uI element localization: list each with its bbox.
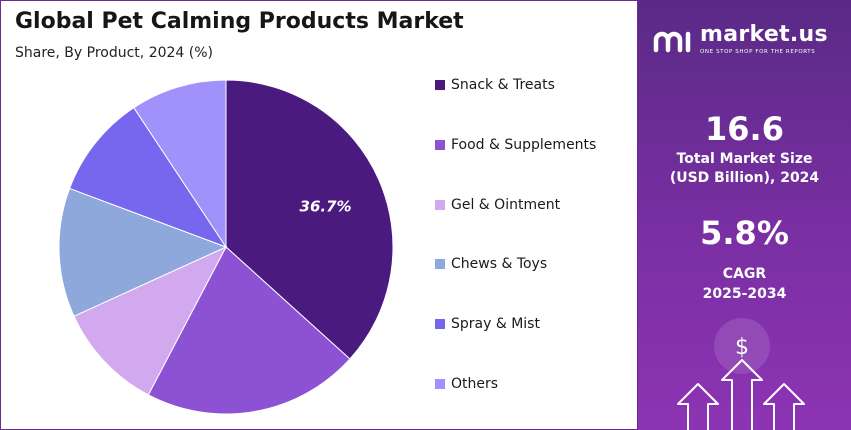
legend-item: Chews & Toys bbox=[435, 254, 547, 274]
legend-item: Gel & Ointment bbox=[435, 195, 560, 215]
dollar-icon: $ bbox=[735, 335, 749, 360]
pie-slice-chews-toys bbox=[58, 187, 228, 317]
brand-logo: market.us ONE STOP SHOP FOR THE REPORTS bbox=[652, 24, 828, 55]
brand-name: market.us bbox=[700, 22, 828, 47]
growth-arrow-icon bbox=[677, 359, 805, 430]
pie-chart: 36.7% bbox=[58, 79, 394, 415]
market-us-logo-icon bbox=[653, 31, 691, 52]
legend-label: Food & Supplements bbox=[451, 136, 597, 153]
summary-panel: market.us ONE STOP SHOP FOR THE REPORTS … bbox=[638, 0, 851, 430]
market-size-label-line1: Total Market Size bbox=[676, 151, 813, 167]
pie-slice-others bbox=[133, 79, 227, 249]
market-size-value: 16.6 bbox=[705, 110, 784, 148]
chart-title: Global Pet Calming Products Market bbox=[15, 9, 464, 34]
legend-label: Gel & Ointment bbox=[451, 196, 561, 213]
pie-slice-gel-ointment bbox=[73, 245, 228, 396]
legend-item: Snack & Treats bbox=[435, 75, 555, 95]
legend-item: Spray & Mist bbox=[435, 314, 540, 334]
pie-slice-snack-treats bbox=[225, 79, 394, 360]
pie-slice-spray-mist bbox=[68, 107, 228, 249]
market-size-label-line2: (USD Billion), 2024 bbox=[669, 170, 820, 186]
cagr-value: 5.8% bbox=[700, 214, 789, 252]
legend-item: Others bbox=[435, 374, 498, 394]
legend-label: Spray & Mist bbox=[451, 316, 540, 333]
legend-swatch bbox=[435, 259, 445, 270]
legend-swatch bbox=[435, 379, 445, 389]
legend-swatch bbox=[435, 80, 445, 90]
legend-swatch bbox=[435, 199, 445, 210]
growth-arrows-decoration: $ bbox=[677, 318, 805, 430]
legend-item: Food & Supplements bbox=[435, 135, 596, 155]
cagr-period: 2025-2034 bbox=[702, 286, 787, 302]
legend-swatch bbox=[435, 139, 445, 150]
data-label: 36.7% bbox=[300, 197, 352, 215]
chart-subtitle: Share, By Product, 2024 (%) bbox=[15, 45, 214, 61]
cagr-label: CAGR bbox=[722, 266, 767, 282]
legend-label: Chews & Toys bbox=[451, 256, 548, 273]
legend-swatch bbox=[435, 319, 445, 330]
legend-label: Others bbox=[451, 376, 499, 392]
chart-panel: Global Pet Calming Products Market Share… bbox=[0, 0, 638, 430]
pie-slice-food-supplements bbox=[147, 246, 351, 415]
brand-tagline: ONE STOP SHOP FOR THE REPORTS bbox=[700, 49, 816, 55]
legend-label: Snack & Treats bbox=[451, 77, 555, 93]
